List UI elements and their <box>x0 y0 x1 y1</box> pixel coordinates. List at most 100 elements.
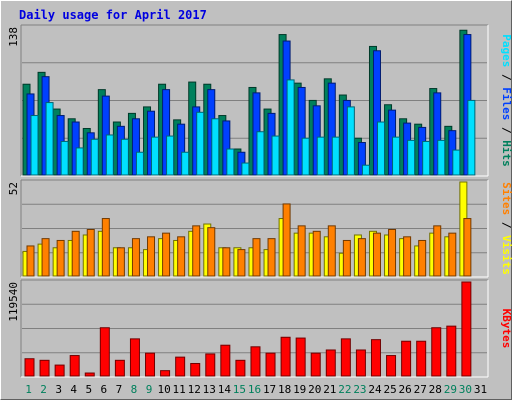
series-label-hits: Hits <box>500 140 512 167</box>
visitors-bar-sites <box>312 230 321 277</box>
usage-bar-pages <box>256 131 265 176</box>
usage-bar-pages <box>392 136 401 176</box>
x-tick-label: 3 <box>55 383 62 396</box>
visitors-bar-sites <box>372 232 381 277</box>
volume-bar-kbytes <box>24 358 35 377</box>
usage-bar-pages <box>361 164 370 176</box>
usage-bar-pages <box>346 106 355 176</box>
x-tick-label: 11 <box>173 383 186 396</box>
chart-title: Daily usage for April 2017 <box>19 8 207 22</box>
visitors-bar-sites <box>116 247 125 277</box>
x-tick-label: 31 <box>474 383 487 396</box>
visitors-bar-sites <box>101 218 110 277</box>
x-tick-label: 18 <box>278 383 291 396</box>
x-tick-label: 28 <box>429 383 442 396</box>
volume-bar-kbytes <box>340 338 351 377</box>
label-separator: / <box>500 67 512 87</box>
volume-ymax-label: 119540 <box>7 282 20 322</box>
volume-bar-kbytes <box>160 370 171 377</box>
usage-bar-pages <box>75 147 84 176</box>
visitors-bar-sites <box>86 229 95 277</box>
x-tick-label: 24 <box>368 383 382 396</box>
volume-bar-kbytes <box>370 339 381 377</box>
series-label-kbytes: KBytes <box>500 309 512 349</box>
x-tick-label: 8 <box>131 383 138 396</box>
volume-series-labels: KBytes <box>500 309 512 349</box>
visitors-bar-sites <box>327 225 336 277</box>
volume-bar-kbytes <box>235 359 246 377</box>
series-label-sites: Sites <box>500 182 512 215</box>
volume-bar-kbytes <box>99 327 110 377</box>
usage-bar-pages <box>467 99 476 176</box>
x-tick-label: 21 <box>323 383 336 396</box>
usage-bar-pages <box>181 151 190 176</box>
usage-bar-pages <box>105 134 114 176</box>
usage-bar-pages <box>196 111 205 176</box>
usage-bar-pages <box>120 138 129 176</box>
x-tick-label: 25 <box>383 383 396 396</box>
usage-bar-pages <box>45 102 54 176</box>
volume-bar-kbytes <box>325 349 336 377</box>
volume-bar-kbytes <box>190 362 201 377</box>
visitors-bar-sites <box>41 238 50 277</box>
volume-bar-kbytes <box>431 327 442 377</box>
visitors-bar-sites <box>297 225 306 277</box>
volume-bar-kbytes <box>250 346 261 377</box>
volume-bar-kbytes <box>114 359 125 377</box>
x-tick-label: 7 <box>116 383 123 396</box>
volume-bar-kbytes <box>310 352 321 377</box>
visitors-bar-sites <box>252 238 261 277</box>
visitors-bar-sites <box>177 236 186 277</box>
x-tick-label: 6 <box>101 383 108 396</box>
x-tick-label: 26 <box>399 383 412 396</box>
volume-bar-kbytes <box>461 281 472 377</box>
x-tick-label: 20 <box>308 383 321 396</box>
usage-bar-pages <box>241 162 250 176</box>
visitors-bar-sites <box>237 249 246 277</box>
usage-bar-pages <box>151 136 160 176</box>
visitors-bar-sites <box>267 238 276 277</box>
series-label-pages: Pages <box>500 34 512 67</box>
volume-bar-kbytes <box>145 352 156 377</box>
usage-bar-pages <box>211 118 220 176</box>
label-separator: / <box>500 215 512 235</box>
usage-bar-pages <box>422 140 431 176</box>
visitors-bar-sites <box>418 239 427 277</box>
usage-bar-pages <box>286 79 295 176</box>
visitors-series-labels: Sites / Visits <box>500 182 512 275</box>
visitors-ymax-label: 52 <box>7 182 20 195</box>
visitors-bar-sites <box>282 203 291 277</box>
usage-series-labels: Pages / Files / Hits <box>500 34 512 167</box>
volume-bar-kbytes <box>401 340 412 377</box>
usage-bar-pages <box>437 139 446 176</box>
volume-bar-kbytes <box>355 349 366 377</box>
visitors-bar-sites <box>71 230 80 277</box>
usage-bar-pages <box>90 138 99 176</box>
x-tick-label: 17 <box>263 383 276 396</box>
usage-bar-pages <box>301 137 310 176</box>
x-tick-label: 13 <box>203 383 216 396</box>
usage-bar-pages <box>60 140 69 176</box>
x-tick-label: 30 <box>459 383 472 396</box>
usage-bar-pages <box>376 121 385 176</box>
visitors-bar-sites <box>463 218 472 277</box>
visitors-bar-sites <box>26 245 35 277</box>
volume-bar-kbytes <box>39 359 50 377</box>
usage-ymax-label: 138 <box>7 27 20 47</box>
x-tick-label: 10 <box>157 383 170 396</box>
x-tick-label: 15 <box>233 383 246 396</box>
volume-bar-kbytes <box>84 372 95 377</box>
usage-bar-pages <box>135 151 144 176</box>
x-tick-label: 5 <box>85 383 92 396</box>
volume-bar-kbytes <box>295 337 306 377</box>
usage-bar-pages <box>316 136 325 176</box>
volume-bar-kbytes <box>446 325 457 377</box>
usage-bar-pages <box>407 139 416 176</box>
x-tick-label: 2 <box>40 383 47 396</box>
visitors-bar-sites <box>207 227 216 277</box>
visitors-bar-sites <box>433 225 442 277</box>
volume-bar-kbytes <box>129 338 140 377</box>
visitors-bar-sites <box>147 236 156 277</box>
usage-bar-pages <box>226 148 235 176</box>
x-tick-label: 19 <box>293 383 306 396</box>
